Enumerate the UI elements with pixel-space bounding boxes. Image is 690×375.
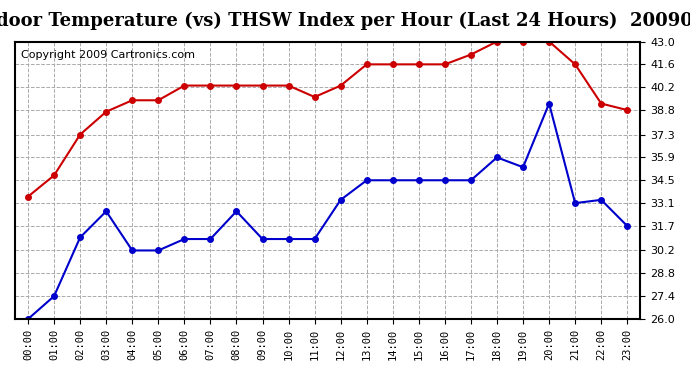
Text: Copyright 2009 Cartronics.com: Copyright 2009 Cartronics.com	[21, 50, 195, 60]
Text: Outdoor Temperature (vs) THSW Index per Hour (Last 24 Hours)  20090331: Outdoor Temperature (vs) THSW Index per …	[0, 11, 690, 30]
